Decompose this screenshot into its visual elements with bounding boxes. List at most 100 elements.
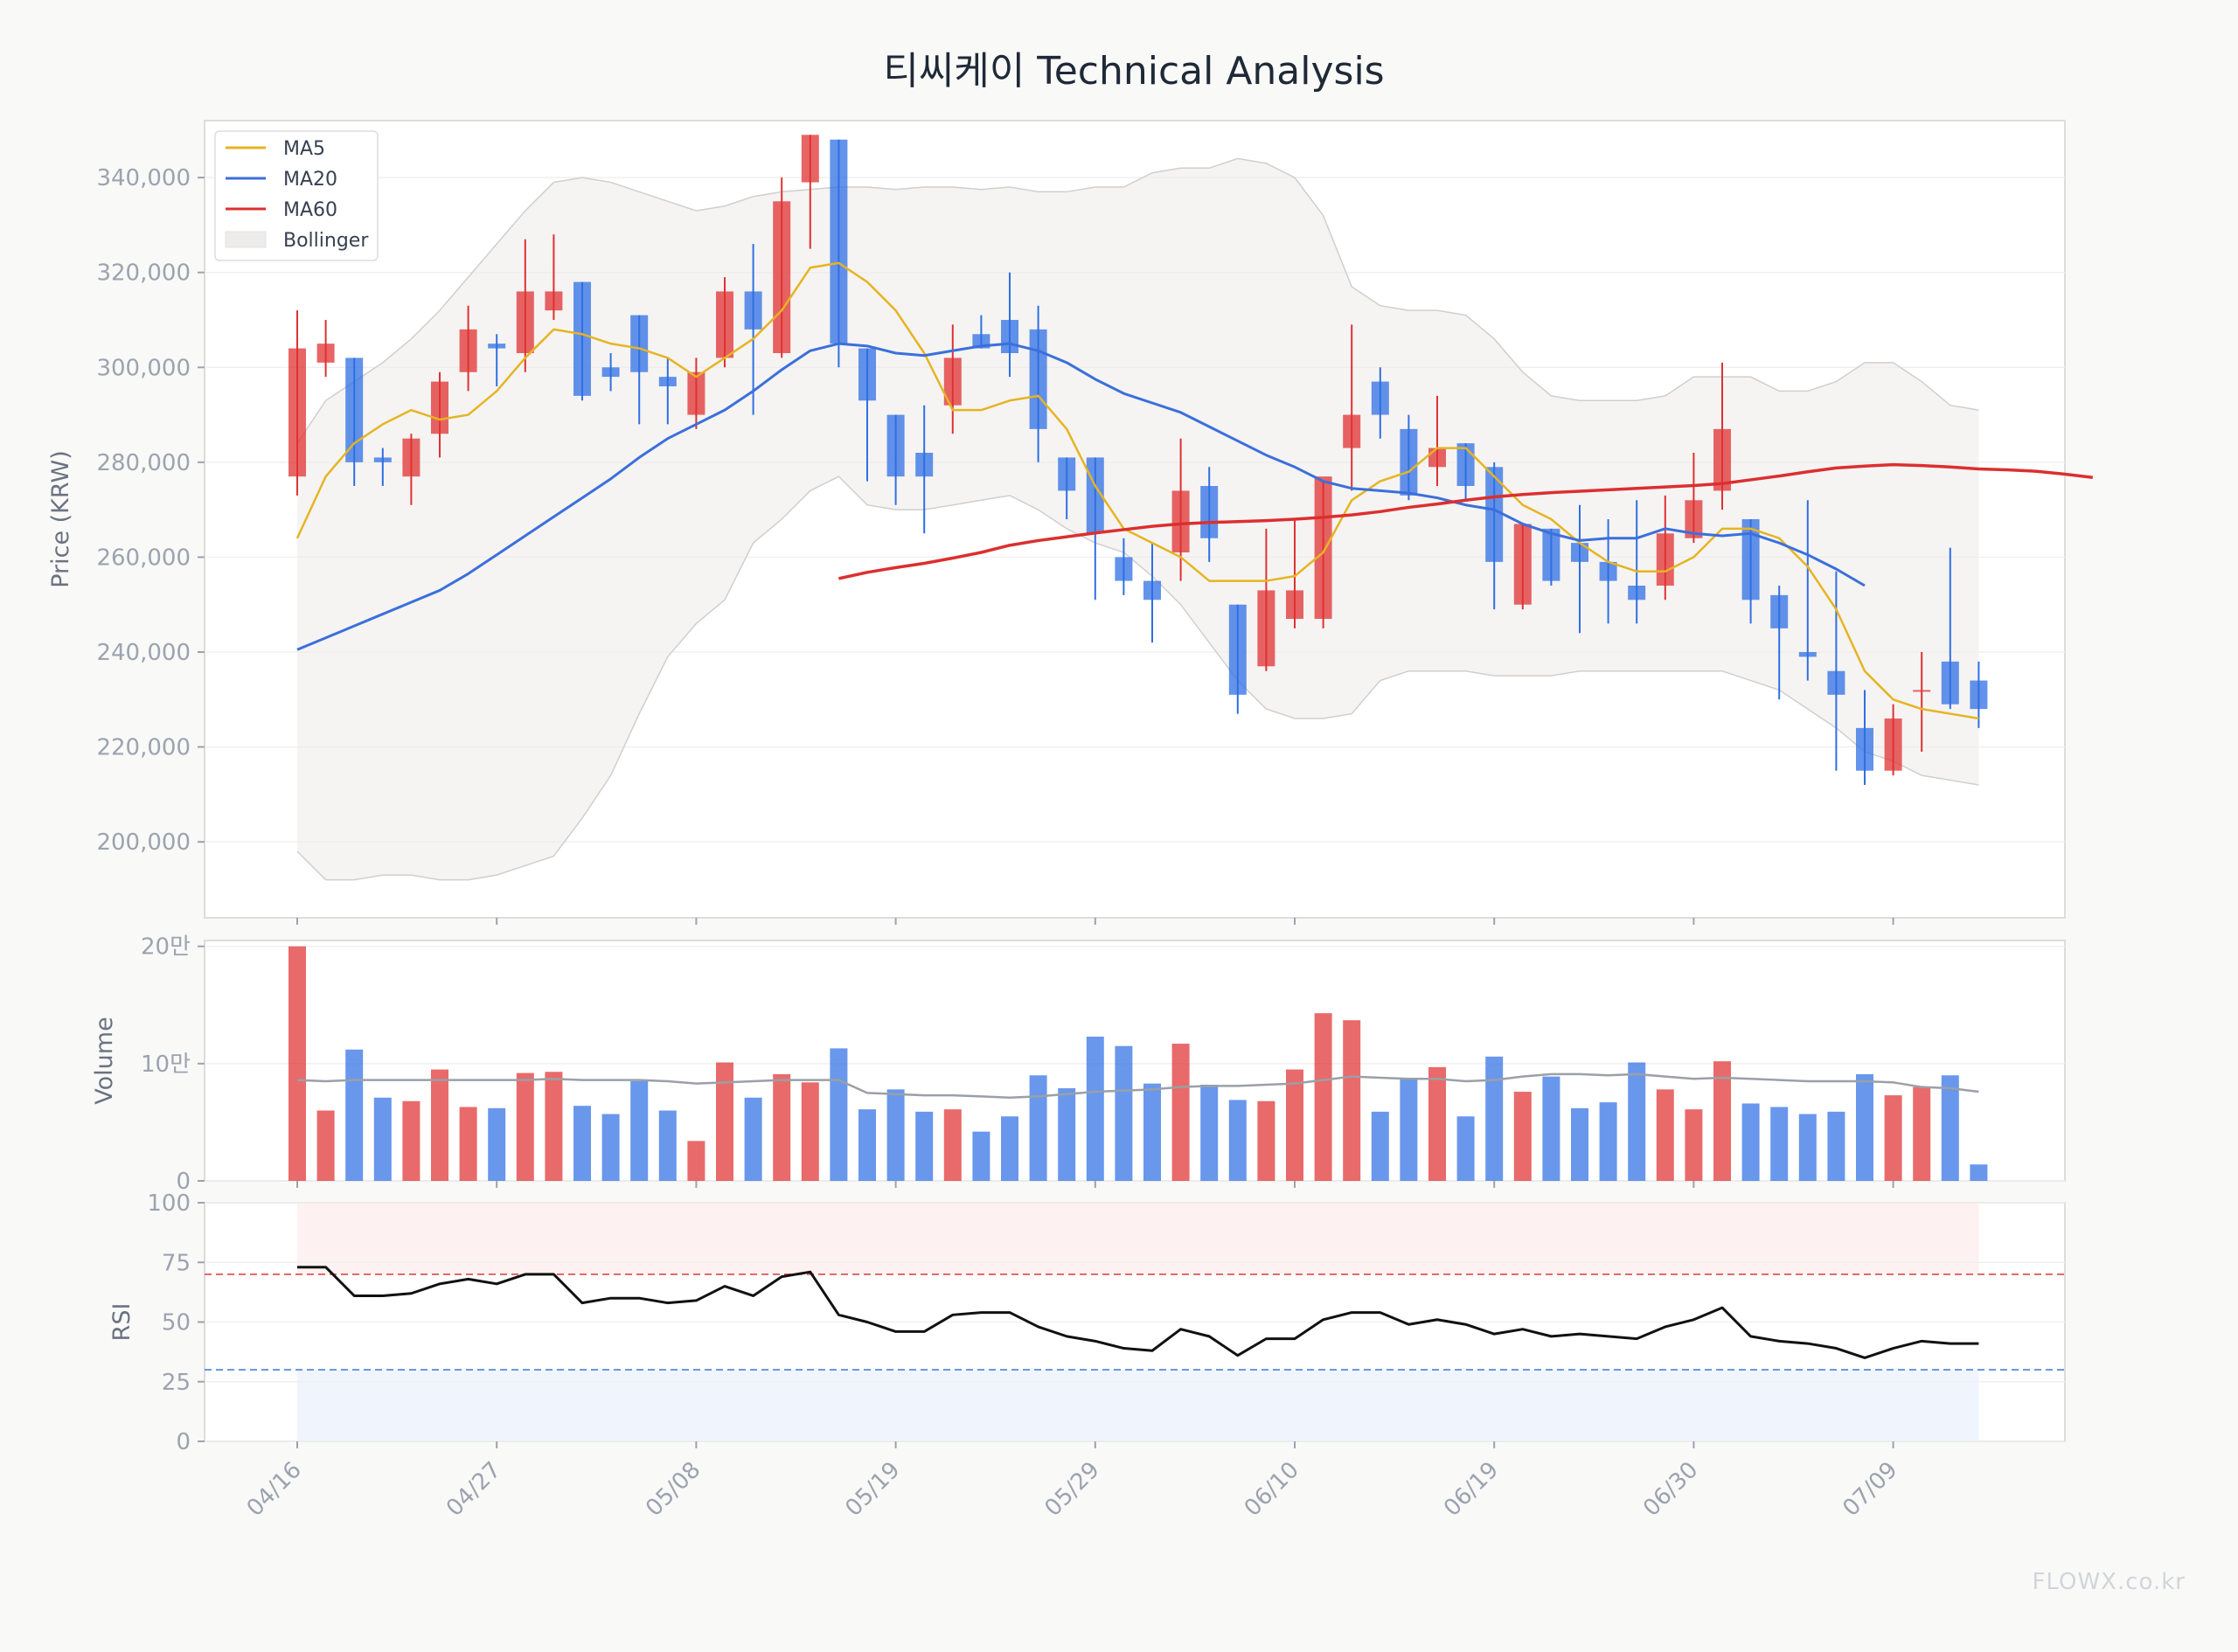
rsi-tick-label: 50	[162, 1310, 191, 1336]
volume-bar	[1628, 1062, 1646, 1181]
volume-bar	[1713, 1061, 1731, 1181]
volume-bar	[858, 1109, 876, 1181]
candle	[1628, 500, 1646, 624]
volume-bar	[516, 1072, 534, 1181]
volume-bar	[1485, 1056, 1504, 1181]
rsi-tick-label: 100	[147, 1190, 191, 1217]
candle	[1970, 661, 1988, 728]
volume-bar	[1542, 1076, 1560, 1181]
volume-bar	[1656, 1089, 1674, 1181]
volume-bar	[801, 1082, 819, 1181]
candle	[801, 135, 819, 249]
candle	[1200, 467, 1219, 562]
candle-body	[1314, 476, 1332, 619]
x-tick-label: 06/10	[1240, 1457, 1304, 1522]
candle-body	[1058, 457, 1076, 491]
candle-body	[830, 139, 848, 344]
candle	[1856, 690, 1873, 785]
ma5-line	[295, 261, 1979, 720]
bollinger-lower-line	[296, 475, 1979, 881]
candle-body	[488, 344, 506, 349]
volume-bar	[1086, 1037, 1104, 1181]
candle-body	[1827, 670, 1845, 695]
candle-body	[288, 348, 306, 477]
volume-bar	[1428, 1066, 1446, 1181]
volume-bar	[1143, 1083, 1161, 1181]
candle-body	[345, 357, 364, 462]
volume-bar	[1171, 1044, 1190, 1181]
x-tick-label: 06/30	[1638, 1457, 1703, 1522]
candle-body	[545, 291, 563, 311]
chart-title: 티씨케이 Technical Analysis	[883, 49, 1384, 94]
volume-axis-label: Volume	[91, 1017, 118, 1104]
volume-bar	[545, 1072, 563, 1181]
candle-body	[1228, 604, 1247, 695]
volume-bar	[1970, 1164, 1988, 1181]
candle	[1314, 476, 1332, 628]
candle-body	[744, 291, 762, 330]
candle	[1228, 604, 1247, 714]
volume-bar	[1827, 1111, 1845, 1181]
legend-label: MA60	[283, 199, 337, 221]
ma20-line	[296, 342, 1866, 651]
candle	[516, 239, 534, 372]
price-tick-label: 320,000	[96, 260, 191, 287]
candle	[373, 448, 392, 486]
legend-label: MA20	[283, 169, 337, 191]
candle	[601, 353, 620, 392]
candle-body	[1428, 448, 1446, 468]
candle-body	[459, 329, 477, 372]
volume-bar	[459, 1107, 477, 1181]
candle	[288, 310, 306, 496]
x-tick-label: 07/09	[1838, 1457, 1902, 1522]
candle-body	[716, 291, 733, 358]
candle	[1913, 652, 1931, 752]
candle-body	[1200, 486, 1219, 538]
volume-bar	[1798, 1114, 1817, 1181]
volume-bar	[1770, 1107, 1789, 1181]
candle-body	[1970, 680, 1988, 710]
rsi-axis-label: RSI	[108, 1303, 136, 1342]
volume-bar	[1343, 1020, 1361, 1181]
candle	[345, 357, 364, 486]
candle	[1656, 495, 1674, 600]
candle	[886, 414, 905, 505]
candle	[1599, 519, 1617, 624]
candle-body	[1456, 443, 1475, 486]
candle	[1741, 519, 1760, 624]
volume-bar	[716, 1062, 733, 1181]
price-tick-label: 200,000	[96, 829, 191, 856]
volume-bar	[972, 1131, 990, 1181]
candle	[658, 357, 677, 425]
volume-bar	[1286, 1069, 1303, 1181]
overbought-zone	[297, 1203, 1979, 1274]
volume-bar	[1001, 1116, 1018, 1181]
candle-body	[316, 344, 335, 363]
candle-body	[402, 438, 420, 477]
candle-body	[658, 377, 677, 386]
candle	[773, 177, 791, 358]
volume-bar	[573, 1106, 591, 1181]
rsi-tick-label: 0	[176, 1429, 191, 1455]
price-tick-label: 300,000	[96, 355, 191, 381]
legend-label: MA5	[283, 138, 325, 160]
candle-body	[1485, 467, 1504, 562]
candle	[716, 277, 733, 368]
watermark: FLOWX.co.kr	[2032, 1569, 2186, 1595]
volume-bar	[1571, 1107, 1588, 1181]
price-tick-label: 340,000	[96, 165, 191, 191]
candle	[488, 334, 506, 386]
candle	[1941, 547, 1959, 710]
candle-body	[1257, 590, 1275, 667]
candle-body	[1628, 586, 1646, 600]
rsi-line	[297, 1266, 1979, 1359]
candle-body	[431, 381, 448, 434]
oversold-zone	[297, 1370, 1979, 1441]
candle-body	[1029, 329, 1047, 429]
price-axis-label: Price (KRW)	[47, 450, 74, 588]
price-tick-label: 220,000	[96, 735, 191, 761]
rsi-tick-label: 25	[162, 1370, 191, 1396]
candle	[915, 405, 934, 534]
candle	[1400, 414, 1418, 501]
candle-body	[601, 367, 620, 378]
